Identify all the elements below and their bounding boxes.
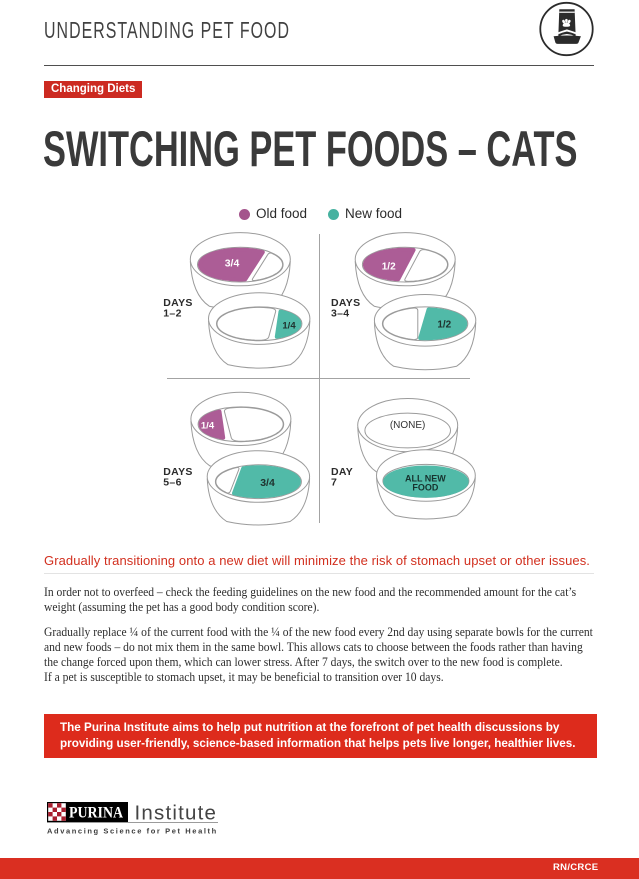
svg-text:5–6: 5–6 [163,477,181,489]
svg-text:DAYS: DAYS [163,466,192,478]
svg-text:DAYS: DAYS [331,297,360,309]
svg-text:(NONE): (NONE) [390,420,426,431]
svg-text:Institute: Institute [135,802,218,825]
svg-text:1/2: 1/2 [382,261,396,272]
svg-text:Advancing Science for Pet Heal: Advancing Science for Pet Health [47,827,218,836]
svg-text:7: 7 [331,477,337,489]
svg-text:1–2: 1–2 [163,308,181,320]
svg-text:1/4: 1/4 [201,421,215,432]
svg-text:1/4: 1/4 [282,321,296,332]
svg-text:3–4: 3–4 [331,308,349,320]
svg-text:1/2: 1/2 [437,319,451,330]
svg-text:ALL NEW: ALL NEW [405,473,446,483]
svg-text:3/4: 3/4 [225,258,240,270]
svg-text:DAYS: DAYS [163,297,192,309]
svg-text:3/4: 3/4 [260,477,275,489]
svg-text:PURINA: PURINA [69,804,124,821]
svg-text:FOOD: FOOD [412,483,438,493]
svg-text:DAY: DAY [331,466,353,478]
